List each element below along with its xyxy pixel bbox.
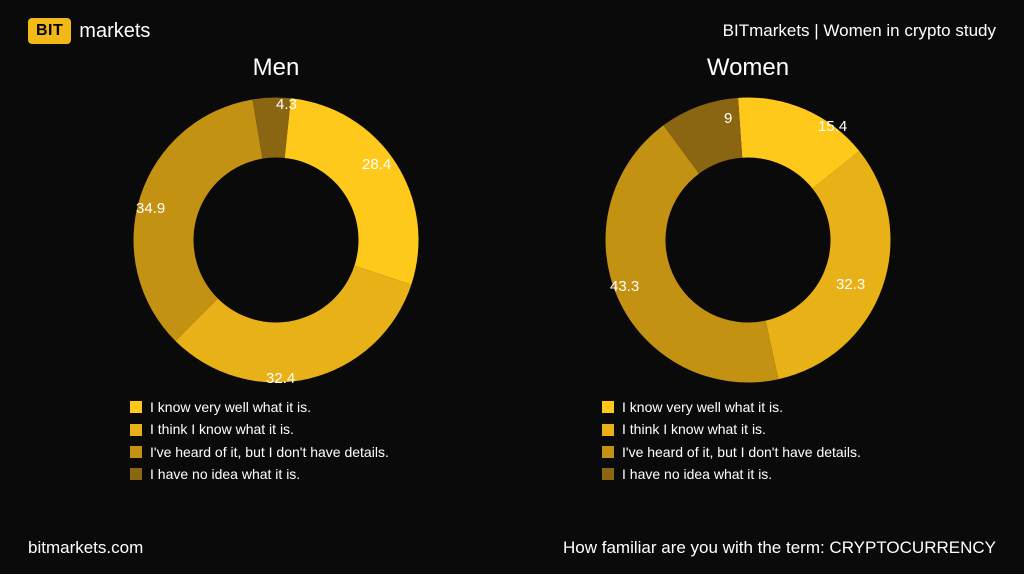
legend-item: I think I know what it is. bbox=[602, 418, 861, 440]
donut-slice-1 bbox=[175, 266, 411, 383]
legend-label: I have no idea what it is. bbox=[622, 463, 772, 485]
logo-badge: BIT bbox=[28, 18, 71, 44]
slice-value-label: 28.4 bbox=[362, 156, 391, 173]
footer-left: bitmarkets.com bbox=[28, 538, 143, 558]
legend-label: I know very well what it is. bbox=[150, 396, 311, 418]
logo: BIT markets bbox=[28, 18, 150, 44]
legend-label: I've heard of it, but I don't have detai… bbox=[150, 441, 389, 463]
legend-label: I have no idea what it is. bbox=[150, 463, 300, 485]
slice-value-label: 4.3 bbox=[276, 96, 297, 113]
donut-svg-women bbox=[598, 90, 898, 390]
legend-label: I think I know what it is. bbox=[622, 418, 766, 440]
legend-item: I have no idea what it is. bbox=[130, 463, 389, 485]
legend-swatch bbox=[602, 401, 614, 413]
donut-women: 15.4 32.3 43.3 9 bbox=[598, 90, 898, 390]
legend-women: I know very well what it is.I think I kn… bbox=[512, 396, 861, 486]
header: BIT markets BITmarkets | Women in crypto… bbox=[0, 0, 1024, 44]
footer-right: How familiar are you with the term: CRYP… bbox=[563, 538, 996, 558]
legend-swatch bbox=[602, 446, 614, 458]
donut-slice-0 bbox=[285, 98, 419, 284]
legend-label: I think I know what it is. bbox=[150, 418, 294, 440]
chart-men: Men 28.4 32.4 34.9 4.3 I know very well wha… bbox=[40, 54, 512, 486]
donut-svg-men bbox=[126, 90, 426, 390]
legend-swatch bbox=[130, 424, 142, 436]
slice-value-label: 15.4 bbox=[818, 118, 847, 135]
legend-item: I've heard of it, but I don't have detai… bbox=[130, 441, 389, 463]
legend-item: I have no idea what it is. bbox=[602, 463, 861, 485]
legend-item: I know very well what it is. bbox=[130, 396, 389, 418]
legend-swatch bbox=[602, 468, 614, 480]
chart-women: Women 15.4 32.3 43.3 9 I know very well wha… bbox=[512, 54, 984, 486]
legend-label: I've heard of it, but I don't have detai… bbox=[622, 441, 861, 463]
legend-swatch bbox=[130, 468, 142, 480]
slice-value-label: 43.3 bbox=[610, 278, 639, 295]
chart-title-women: Women bbox=[707, 54, 789, 82]
legend-item: I think I know what it is. bbox=[130, 418, 389, 440]
legend-swatch bbox=[130, 401, 142, 413]
donut-slice-1 bbox=[766, 151, 891, 379]
header-subtitle: BITmarkets | Women in crypto study bbox=[723, 21, 996, 41]
legend-swatch bbox=[602, 424, 614, 436]
legend-item: I know very well what it is. bbox=[602, 396, 861, 418]
slice-value-label: 32.3 bbox=[836, 276, 865, 293]
legend-label: I know very well what it is. bbox=[622, 396, 783, 418]
chart-title-men: Men bbox=[253, 54, 300, 82]
footer: bitmarkets.com How familiar are you with… bbox=[0, 538, 1024, 558]
slice-value-label: 32.4 bbox=[266, 370, 295, 387]
donut-slice-2 bbox=[134, 99, 263, 341]
slice-value-label: 34.9 bbox=[136, 200, 165, 217]
slice-value-label: 9 bbox=[724, 110, 732, 127]
logo-text: markets bbox=[79, 20, 150, 43]
legend-swatch bbox=[130, 446, 142, 458]
legend-men: I know very well what it is.I think I kn… bbox=[40, 396, 389, 486]
donut-men: 28.4 32.4 34.9 4.3 bbox=[126, 90, 426, 390]
charts-row: Men 28.4 32.4 34.9 4.3 I know very well wha… bbox=[0, 44, 1024, 486]
legend-item: I've heard of it, but I don't have detai… bbox=[602, 441, 861, 463]
